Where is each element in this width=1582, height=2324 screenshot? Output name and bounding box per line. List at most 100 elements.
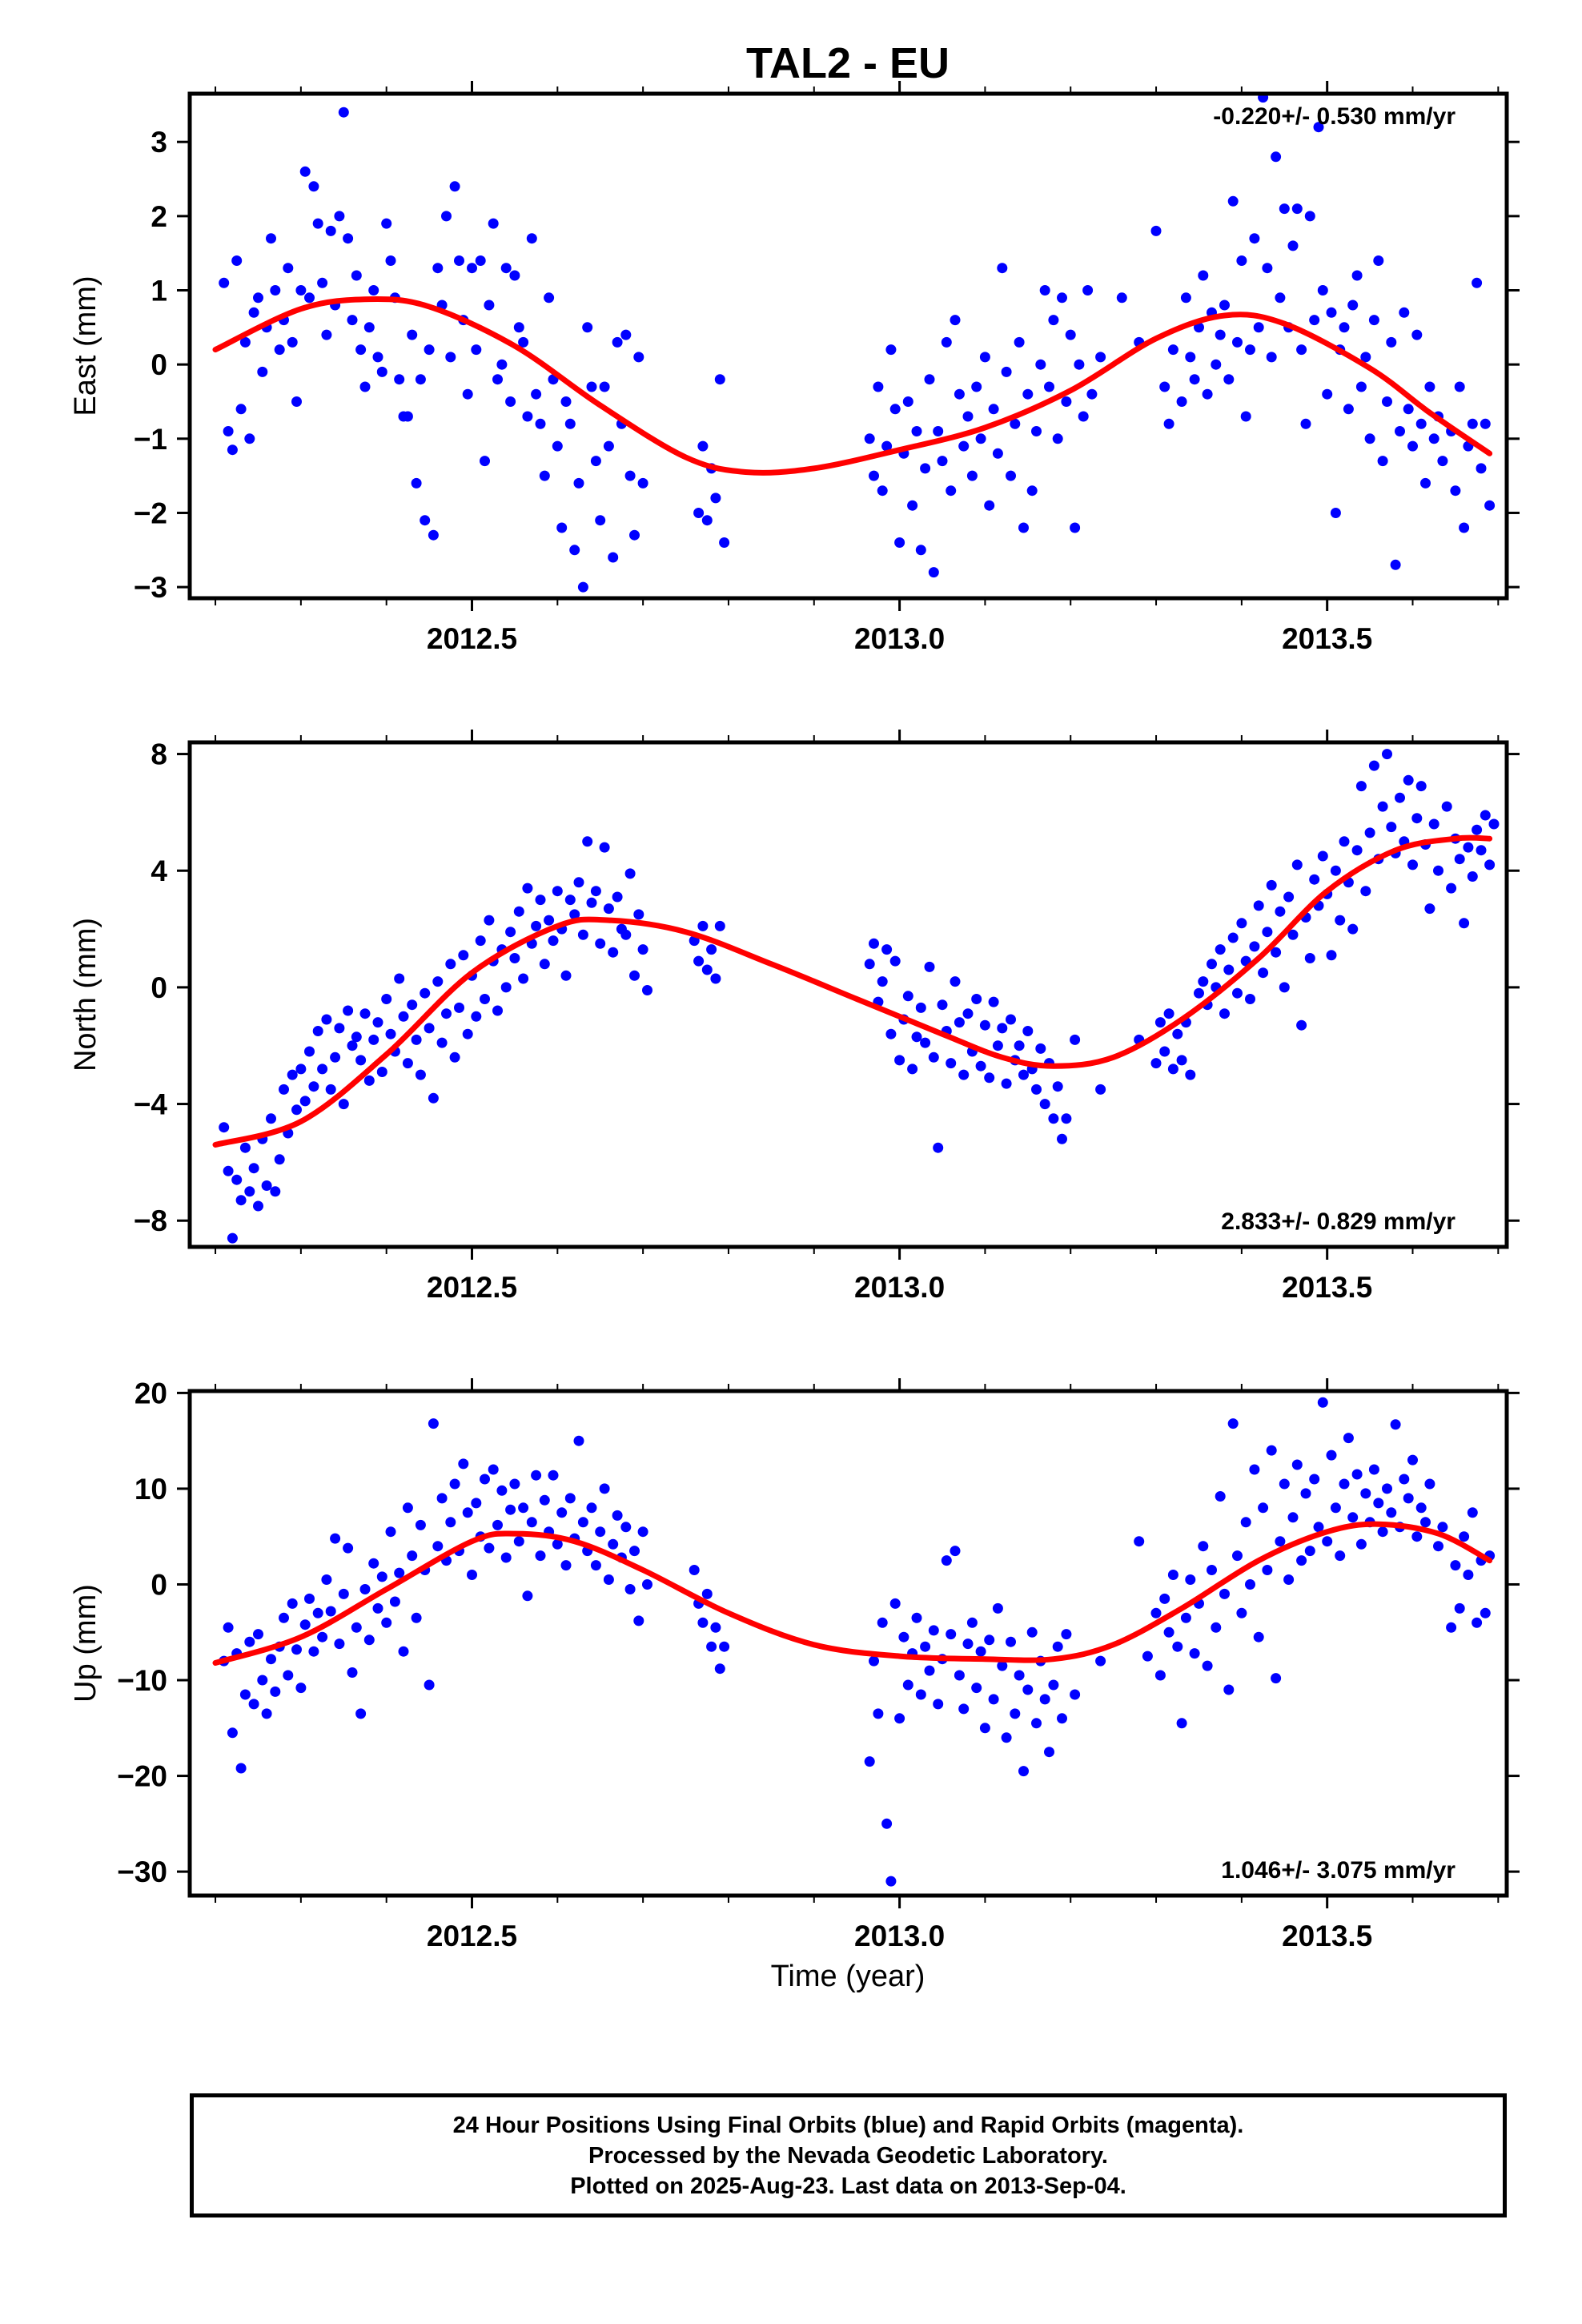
data-point: [564, 1493, 576, 1504]
data-point: [894, 537, 905, 548]
data-point: [235, 1195, 247, 1206]
data-point: [1070, 1689, 1081, 1700]
data-point: [1390, 559, 1401, 570]
data-point: [1476, 463, 1487, 474]
data-point: [1275, 1536, 1286, 1547]
data-point: [864, 433, 875, 444]
data-point: [1330, 1502, 1341, 1514]
data-point: [449, 1051, 460, 1063]
data-point: [1467, 871, 1478, 882]
data-point: [997, 1660, 1008, 1671]
data-point: [235, 404, 247, 415]
data-point: [1227, 195, 1239, 207]
data-point: [513, 906, 524, 917]
data-point: [603, 903, 614, 915]
data-point: [573, 477, 584, 489]
data-point: [1459, 522, 1470, 533]
data-point: [1086, 388, 1098, 400]
data-point: [612, 1510, 623, 1521]
data-point: [637, 477, 648, 489]
x-tick-label: 2012.5: [427, 1271, 517, 1304]
data-point: [1163, 1626, 1174, 1638]
data-point: [1368, 760, 1379, 771]
data-point: [1399, 1474, 1410, 1485]
data-point: [1061, 1629, 1072, 1640]
data-point: [902, 1679, 913, 1691]
y-axis-label: East (mm): [69, 275, 102, 416]
data-point: [1211, 359, 1222, 370]
data-point: [287, 1598, 298, 1609]
data-point: [885, 344, 897, 356]
data-point: [1266, 1445, 1277, 1456]
data-point: [629, 1546, 640, 1557]
data-point: [1287, 1512, 1299, 1523]
data-point: [889, 1598, 901, 1609]
data-point: [701, 964, 713, 975]
data-point: [1377, 801, 1388, 812]
data-point: [274, 344, 285, 356]
data-point: [984, 1634, 995, 1646]
data-point: [471, 1011, 482, 1022]
data-point: [1006, 470, 1016, 481]
data-point: [376, 366, 387, 377]
data-point: [368, 1034, 379, 1045]
data-point: [1317, 1397, 1328, 1408]
x-tick-label: 2012.5: [427, 1920, 517, 1952]
data-point: [351, 1622, 362, 1633]
data-point: [1176, 1718, 1187, 1729]
data-point: [531, 920, 542, 931]
rate-label: 2.833+/- 0.829 mm/yr: [1221, 1208, 1456, 1235]
data-point: [697, 440, 709, 452]
data-point: [560, 396, 572, 407]
data-point: [1159, 1593, 1170, 1604]
data-point: [402, 411, 413, 422]
data-point: [1403, 774, 1414, 786]
data-point: [1052, 433, 1063, 444]
data-point: [1154, 1670, 1166, 1681]
data-point: [920, 463, 931, 474]
data-point: [1227, 932, 1239, 943]
data-point: [1014, 336, 1025, 348]
data-point: [552, 886, 563, 897]
data-point: [1202, 1660, 1213, 1671]
data-point: [257, 366, 268, 377]
data-point: [441, 1008, 452, 1019]
data-point: [573, 1435, 584, 1446]
data-point: [1347, 300, 1359, 311]
data-point: [1368, 1464, 1379, 1475]
data-point: [971, 381, 982, 392]
data-point: [1219, 1008, 1230, 1019]
data-point: [428, 1092, 439, 1104]
data-point: [992, 448, 1003, 459]
data-point: [428, 529, 439, 541]
data-point: [227, 1232, 238, 1244]
data-point: [710, 1622, 721, 1633]
data-point: [1207, 959, 1217, 970]
data-point: [902, 991, 913, 1002]
data-point: [385, 1028, 396, 1039]
data-point: [1364, 433, 1375, 444]
data-point: [291, 1644, 302, 1655]
data-point: [526, 233, 537, 244]
data-point: [539, 959, 550, 970]
data-point: [1347, 1512, 1359, 1523]
data-point: [334, 1023, 345, 1034]
panel-up: 2012.5 2013.0 2013.5 20 10 0 −10 −20 −30 Up (mm) 1…: [69, 1377, 1520, 1952]
data-point: [1424, 381, 1435, 392]
data-point: [941, 336, 952, 348]
data-point: [1459, 1531, 1470, 1542]
data-point: [299, 1096, 311, 1107]
data-point: [548, 935, 559, 947]
data-point: [432, 1541, 444, 1552]
data-point: [1386, 822, 1397, 833]
data-point: [518, 973, 529, 984]
data-point: [308, 1646, 319, 1657]
data-point: [308, 181, 319, 192]
data-point: [950, 976, 961, 987]
data-point: [227, 1727, 238, 1739]
data-point: [415, 374, 426, 385]
data-point: [1437, 1522, 1448, 1533]
data-point: [1411, 329, 1423, 340]
data-point: [279, 1612, 289, 1623]
